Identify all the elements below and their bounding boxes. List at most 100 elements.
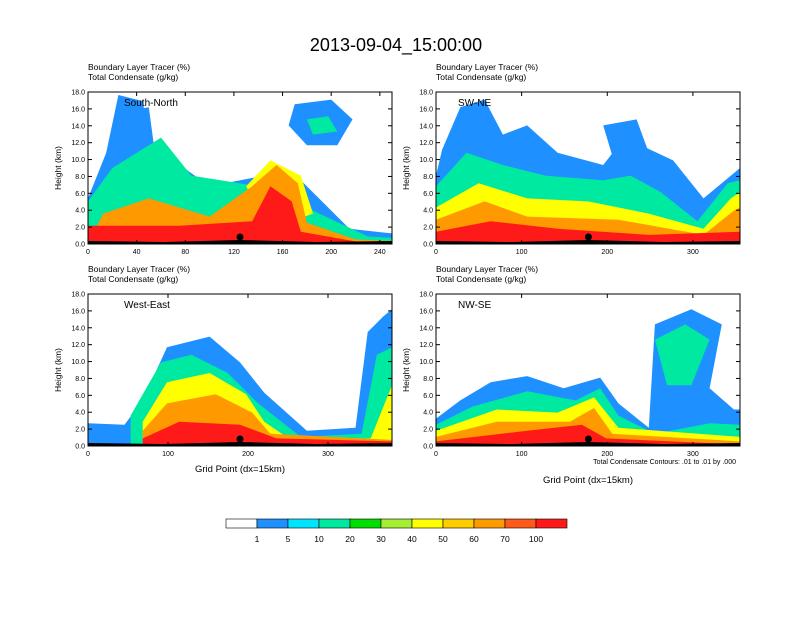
- colorbar-label: 40: [407, 534, 417, 544]
- panel-4: 0.0 2.0 4.0 6.0 8.0 10.0 12.0 14.0 16.0 18.0 0 100 2…: [401, 264, 741, 486]
- y-tick-label: 4.0: [75, 208, 85, 215]
- tracer-field: [436, 99, 740, 244]
- colorbar-label: 20: [345, 534, 355, 544]
- y-tick-label: 4.0: [75, 410, 85, 417]
- tracer-region-8: [88, 186, 392, 244]
- y-tick-label: 10.0: [71, 157, 85, 164]
- panel-title-line2: Total Condensate (g/kg): [436, 274, 526, 284]
- tracer-field: [88, 95, 392, 244]
- y-tick-label: 8.0: [75, 174, 85, 181]
- x-tick-label: 100: [162, 451, 174, 458]
- tracer-region-2: [603, 119, 649, 156]
- colorbar-swatch: [380, 518, 413, 529]
- plot-frame: [435, 293, 741, 447]
- y-tick-label: 2.0: [423, 427, 433, 434]
- tracer-region-7: [88, 165, 392, 244]
- x-tick-label: 0: [86, 249, 90, 256]
- y-tick-label: 12.0: [71, 140, 85, 147]
- figure-title: 2013-09-04_15:00:00: [310, 35, 482, 56]
- x-tick-label: 200: [601, 451, 613, 458]
- y-tick-label: 6.0: [423, 191, 433, 198]
- colorbar-swatch: [225, 518, 258, 529]
- y-tick-label: 8.0: [423, 174, 433, 181]
- x-tick-label: 300: [687, 451, 699, 458]
- terrain: [88, 442, 392, 446]
- plot-frame: [87, 91, 393, 245]
- location-marker: [236, 435, 244, 443]
- panel-1: 0.0 2.0 4.0 6.0 8.0 10.0 12.0 14.0 16.0 18.0 0 40 80…: [53, 62, 393, 256]
- y-tick-label: 10.0: [71, 359, 85, 366]
- y-tick-label: 0.0: [75, 444, 85, 451]
- tracer-region-6: [436, 221, 740, 244]
- tracer-region-2: [654, 324, 710, 386]
- x-tick-label: 80: [181, 249, 189, 256]
- colorbar-label: 50: [438, 534, 448, 544]
- colorbar-swatch: [442, 518, 475, 529]
- panel-title-line1: Boundary Layer Tracer (%): [436, 62, 538, 72]
- tracer-region-4: [306, 116, 338, 135]
- y-tick-label: 0.0: [423, 444, 433, 451]
- y-tick-label: 6.0: [423, 393, 433, 400]
- x-tick-label: 240: [374, 249, 386, 256]
- panel-label: West-East: [124, 300, 170, 311]
- panel-title-line1: Boundary Layer Tracer (%): [436, 264, 538, 274]
- y-tick-label: 14.0: [71, 123, 85, 130]
- y-axis-label: Height (km): [401, 348, 411, 392]
- terrain: [436, 442, 740, 446]
- x-tick-label: 120: [228, 249, 240, 256]
- panel-title-line2: Total Condensate (g/kg): [88, 274, 178, 284]
- tracer-field: [436, 309, 740, 446]
- terrain: [88, 240, 392, 244]
- panel-title-line1: Boundary Layer Tracer (%): [88, 62, 190, 72]
- y-tick-label: 4.0: [423, 410, 433, 417]
- tracer-region-5: [142, 421, 392, 446]
- panel-title-line2: Total Condensate (g/kg): [436, 72, 526, 82]
- colorbar-swatch: [411, 518, 444, 529]
- y-axis-label: Height (km): [401, 146, 411, 190]
- x-tick-label: 200: [325, 249, 337, 256]
- y-tick-label: 0.0: [75, 242, 85, 249]
- panel-label: South-North: [124, 98, 178, 109]
- y-tick-label: 6.0: [75, 393, 85, 400]
- panel-title-line1: Boundary Layer Tracer (%): [88, 264, 190, 274]
- colorbar-label: 1: [255, 534, 260, 544]
- y-tick-label: 18.0: [71, 292, 85, 299]
- colorbar: 1 5 10 20 30 40 50 60 70 100: [225, 518, 568, 544]
- y-tick-label: 14.0: [419, 325, 433, 332]
- y-tick-label: 10.0: [419, 157, 433, 164]
- panel-label: NW-SE: [458, 300, 491, 311]
- x-tick-label: 300: [322, 451, 334, 458]
- colorbar-swatch: [535, 518, 568, 529]
- colorbar-label: 5: [286, 534, 291, 544]
- tracer-region-6: [436, 424, 740, 446]
- x-tick-label: 160: [277, 249, 289, 256]
- y-tick-label: 0.0: [423, 242, 433, 249]
- y-tick-label: 8.0: [423, 376, 433, 383]
- y-tick-label: 2.0: [75, 225, 85, 232]
- colorbar-label: 100: [529, 534, 543, 544]
- y-tick-label: 8.0: [75, 376, 85, 383]
- location-marker: [584, 233, 592, 241]
- colorbar-swatch: [504, 518, 537, 529]
- y-tick-label: 2.0: [75, 427, 85, 434]
- colorbar-label: 60: [469, 534, 479, 544]
- panel-3: 0.0 2.0 4.0 6.0 8.0 10.0 12.0 14.0 16.0 18.0 0 100 2…: [53, 264, 393, 475]
- panel-label: SW-NE: [458, 98, 491, 109]
- x-tick-label: 40: [133, 249, 141, 256]
- y-tick-label: 12.0: [419, 342, 433, 349]
- tracer-field: [88, 309, 392, 446]
- x-axis-label: Grid Point (dx=15km): [543, 475, 633, 486]
- panel-title-line2: Total Condensate (g/kg): [88, 72, 178, 82]
- y-tick-label: 14.0: [71, 325, 85, 332]
- x-tick-label: 0: [86, 451, 90, 458]
- panel-2: 0.0 2.0 4.0 6.0 8.0 10.0 12.0 14.0 16.0 18.0 0 100 2…: [401, 62, 741, 256]
- y-tick-label: 4.0: [423, 208, 433, 215]
- colorbar-swatch: [287, 518, 320, 529]
- y-axis-label: Height (km): [53, 146, 63, 190]
- y-tick-label: 12.0: [419, 140, 433, 147]
- plot-frame: [435, 91, 741, 245]
- plot-frame: [87, 293, 393, 447]
- x-tick-label: 0: [434, 451, 438, 458]
